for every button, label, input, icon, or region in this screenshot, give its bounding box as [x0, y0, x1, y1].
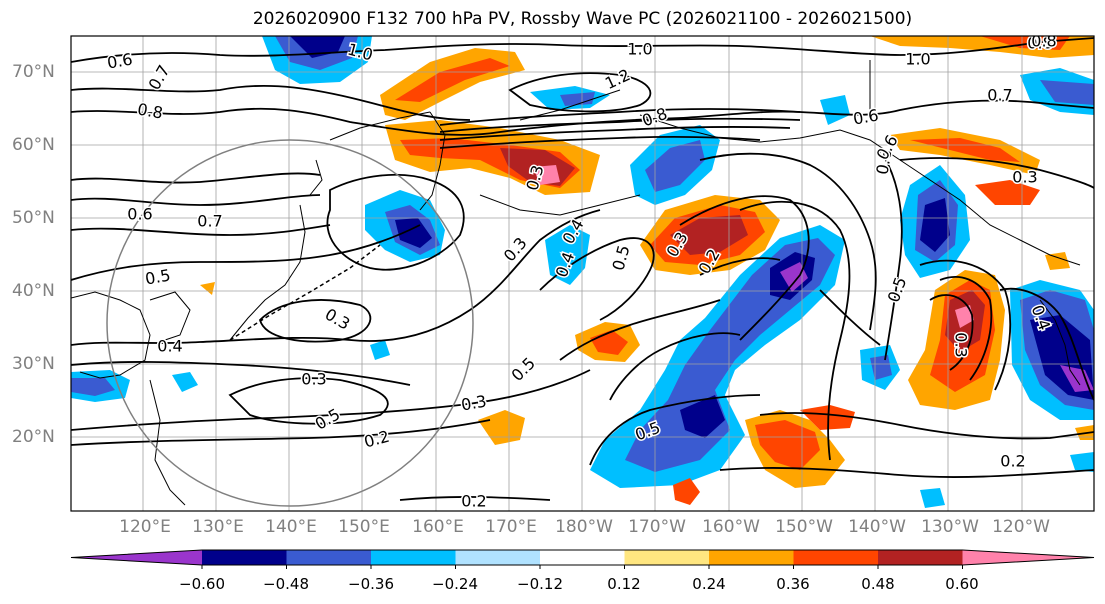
colorbar-tick: 0.36 [776, 575, 810, 593]
lon-label-140e: 140°E [265, 517, 317, 537]
lon-label-140w: 140°W [848, 517, 906, 537]
chart-title: 2026020900 F132 700 hPa PV, Rossby Wave … [252, 9, 913, 29]
contour-label: 0.8 [136, 99, 164, 122]
lon-label-130e: 130°E [192, 517, 244, 537]
colorbar-tick: −0.48 [263, 575, 309, 593]
colorbar-segment [202, 550, 287, 565]
contour-label: 0.7 [987, 86, 1012, 105]
contour-label: 1.0 [627, 40, 652, 59]
lat-label-30: 30°N [12, 354, 55, 374]
colorbar-segment [793, 550, 879, 565]
colorbar-segment [962, 550, 1094, 565]
colorbar-segment [455, 550, 541, 565]
colorbar-segment [71, 550, 202, 565]
lat-label-60: 60°N [12, 135, 55, 155]
lon-label-170w: 170°W [628, 517, 686, 537]
contour-label: 0.7 [197, 212, 222, 231]
contour-label: 0.5 [609, 243, 634, 273]
lon-label-160e: 160°E [412, 517, 464, 537]
colorbar-segment [624, 550, 710, 565]
colorbar [70, 549, 1095, 569]
dashed-track [229, 244, 381, 341]
lat-label-50: 50°N [12, 208, 55, 228]
lon-label-150e: 150°E [338, 517, 390, 537]
colorbar-segment [709, 550, 794, 565]
lon-label-160w: 160°W [702, 517, 760, 537]
plot-frame [70, 35, 1095, 512]
lat-label-40: 40°N [12, 281, 55, 301]
colorbar-tick: −0.36 [348, 575, 394, 593]
colorbar-segment [878, 550, 963, 565]
radius-circle [106, 139, 474, 507]
colorbar-tick: 0.24 [692, 575, 726, 593]
contour-label: 0.3 [301, 370, 326, 389]
contour-label: 1.0 [905, 50, 930, 69]
contour-label: 0.3 [952, 332, 971, 357]
colorbar-tick: 0.60 [945, 575, 979, 593]
contour-label: 0.4 [157, 337, 182, 356]
colorbar-tick: −0.24 [432, 575, 478, 593]
contour-label: 0.8 [1031, 32, 1056, 51]
contour-label: 0.6 [852, 105, 880, 128]
lon-label-170e: 170°E [485, 517, 537, 537]
contour-label: 0.6 [127, 205, 152, 224]
colorbar-segment [371, 550, 456, 565]
lat-label-70: 70°N [12, 62, 55, 82]
colorbar-tick: −0.12 [517, 575, 563, 593]
colorbar-segment [286, 550, 372, 565]
contour-label: 0.2 [1000, 452, 1025, 471]
colorbar-tick: 0.48 [861, 575, 895, 593]
lon-label-120e: 120°E [119, 517, 171, 537]
pv-contours [71, 37, 1094, 501]
contour-label: 0.6 [872, 148, 895, 176]
lon-label-120w: 120°W [992, 517, 1050, 537]
contour-label: 0.8 [1027, 34, 1052, 53]
lon-label-180w: 180°W [555, 517, 613, 537]
contour-label: 0.5 [144, 265, 172, 288]
lon-label-150w: 150°W [775, 517, 833, 537]
contour-label: 0.3 [1012, 168, 1037, 187]
colorbar-tick: −0.60 [179, 575, 225, 593]
colorbar-segment [540, 550, 625, 565]
contour-label: 0.3 [460, 391, 488, 414]
lon-label-130w: 130°W [921, 517, 979, 537]
colorbar-tick: 0.12 [607, 575, 641, 593]
contour-label: 0.2 [461, 492, 486, 511]
lat-label-20: 20°N [12, 427, 55, 447]
